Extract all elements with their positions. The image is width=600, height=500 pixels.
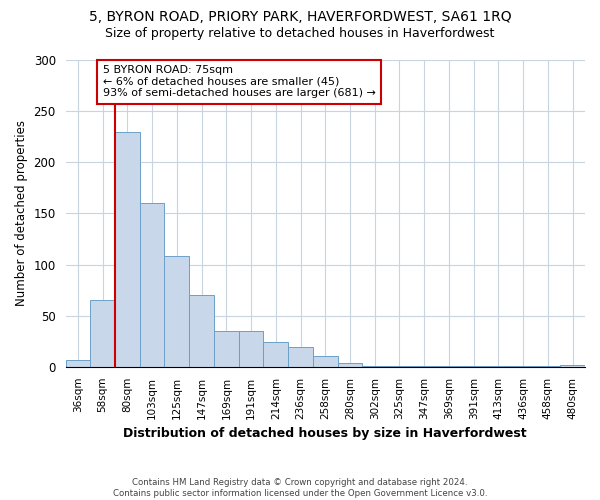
Bar — [140, 203, 164, 367]
Bar — [387, 366, 412, 367]
Text: 5, BYRON ROAD, PRIORY PARK, HAVERFORDWEST, SA61 1RQ: 5, BYRON ROAD, PRIORY PARK, HAVERFORDWES… — [89, 10, 511, 24]
Bar — [288, 348, 313, 367]
Bar — [338, 362, 362, 367]
Bar — [65, 360, 90, 367]
Bar — [214, 331, 239, 367]
Bar — [263, 342, 288, 367]
Bar — [536, 366, 560, 367]
Bar — [362, 366, 387, 367]
Bar — [115, 132, 140, 367]
Bar — [461, 366, 486, 367]
Text: 5 BYRON ROAD: 75sqm
← 6% of detached houses are smaller (45)
93% of semi-detache: 5 BYRON ROAD: 75sqm ← 6% of detached hou… — [103, 65, 376, 98]
Y-axis label: Number of detached properties: Number of detached properties — [15, 120, 28, 306]
Bar — [486, 366, 511, 367]
Bar — [189, 295, 214, 367]
X-axis label: Distribution of detached houses by size in Haverfordwest: Distribution of detached houses by size … — [124, 427, 527, 440]
Bar — [239, 331, 263, 367]
Bar — [313, 356, 338, 367]
Text: Size of property relative to detached houses in Haverfordwest: Size of property relative to detached ho… — [106, 28, 494, 40]
Bar — [412, 366, 437, 367]
Text: Contains HM Land Registry data © Crown copyright and database right 2024.
Contai: Contains HM Land Registry data © Crown c… — [113, 478, 487, 498]
Bar — [437, 366, 461, 367]
Bar — [90, 300, 115, 367]
Bar — [164, 256, 189, 367]
Bar — [560, 365, 585, 367]
Bar — [511, 366, 536, 367]
